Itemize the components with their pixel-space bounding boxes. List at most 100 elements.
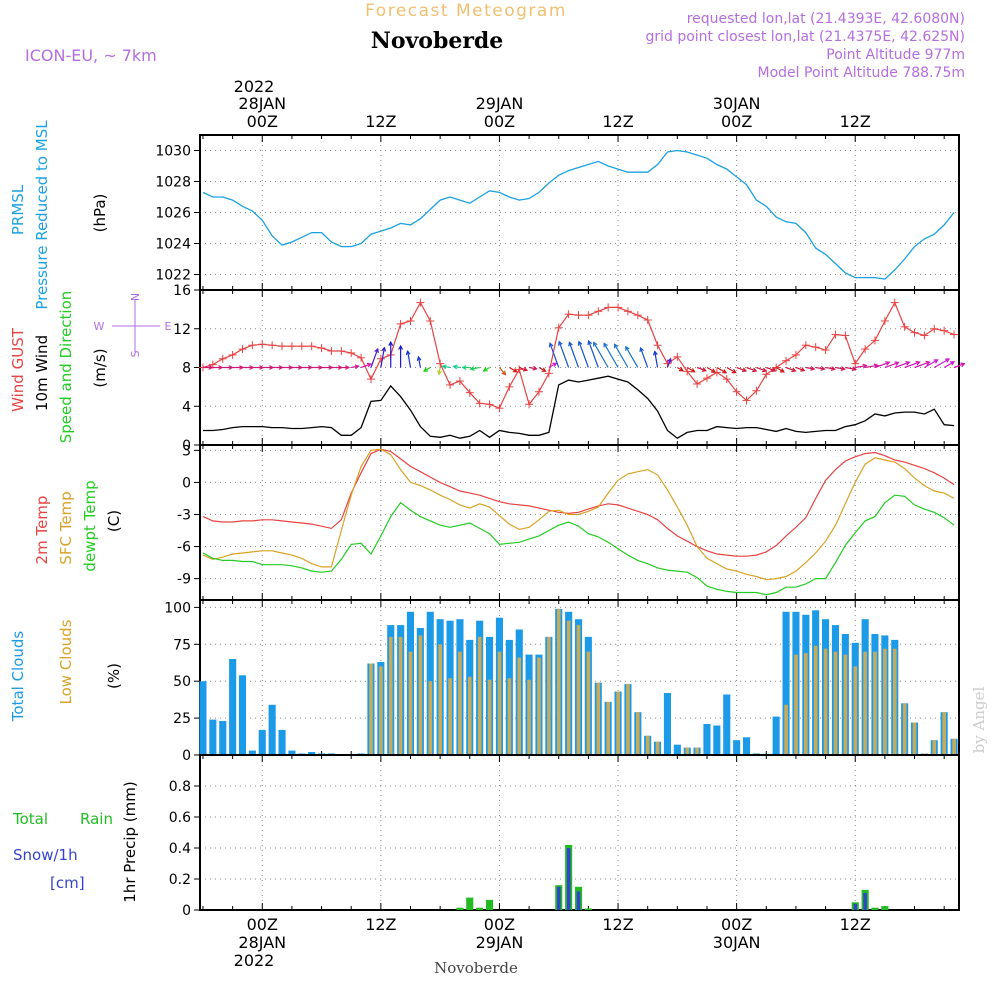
wind-arrow-head — [840, 366, 846, 371]
y-tick-label: 100 — [164, 600, 191, 616]
wind-arrow — [568, 342, 580, 368]
y-tick-label: 0 — [182, 438, 191, 454]
wind-arrow-head — [625, 345, 630, 351]
low-cloud-bar — [902, 703, 907, 755]
wind-arrow-head — [522, 366, 529, 372]
low-cloud-bar — [369, 663, 373, 755]
wind-arrow-head — [791, 367, 797, 373]
rain-bar — [466, 897, 474, 910]
wind-arrow-head — [894, 361, 900, 366]
label-wind-dir: Speed and Direction — [57, 291, 75, 444]
y-tick-label: 0.4 — [169, 841, 191, 857]
top-hour-label: 12Z — [365, 112, 396, 131]
wind-arrow — [855, 364, 867, 369]
y-tick-label: 1024 — [155, 237, 191, 253]
wind-arrow-head — [405, 349, 411, 356]
wind-arrow-head — [762, 367, 768, 373]
label-total-cloud: Total Clouds — [9, 631, 27, 723]
wind-arrow-head — [905, 361, 911, 366]
low-cloud-bar — [626, 684, 630, 755]
prmsl-line — [202, 149, 955, 280]
label-snow: Snow/1h — [13, 846, 78, 864]
low-cloud-bar — [596, 682, 601, 755]
wind-arrow-head — [423, 367, 429, 372]
wind-arrow — [953, 363, 965, 369]
wind-arrow — [874, 361, 890, 369]
wind-arrow-head — [820, 366, 826, 371]
wind-arrow-head — [779, 368, 785, 373]
t2m-line — [202, 448, 955, 557]
low-cloud-bar — [477, 636, 482, 755]
snow-bar — [853, 903, 858, 910]
y-tick-label: 0.6 — [169, 810, 191, 826]
wind-arrow-head — [800, 367, 806, 372]
wind-arrow-head — [603, 342, 608, 348]
total-cloud-bar — [288, 750, 296, 755]
wind-arrow — [603, 343, 619, 368]
total-cloud-bar — [209, 719, 217, 755]
y-tick-label: 16 — [173, 283, 191, 299]
wind-arrow — [548, 362, 557, 369]
sfc-temp-line — [202, 448, 955, 581]
wind-arrow-head — [354, 364, 360, 370]
wind-arrow-head — [512, 368, 518, 373]
low-cloud-bar — [636, 712, 640, 755]
bottom-hour-label: 00Z — [484, 915, 515, 934]
wind-arrow — [509, 366, 518, 373]
wind-arrow — [614, 344, 629, 368]
low-cloud-bar — [695, 747, 699, 755]
wind-speed-line — [203, 375, 955, 439]
low-cloud-bar — [645, 735, 650, 755]
wind-arrow — [417, 356, 421, 368]
y-tick-label: 0.2 — [169, 872, 191, 888]
snow-bar — [863, 893, 867, 910]
wind-arrow-head — [208, 365, 214, 370]
low-cloud-bar — [458, 651, 462, 755]
wind-arrow-head — [345, 365, 351, 370]
panel-precipitation: 0 0.2 0.4 0.6 0.8 — [169, 754, 960, 919]
y-tick-label: 0.8 — [169, 779, 191, 795]
low-cloud-bar — [813, 645, 818, 755]
label-dewpt: dewpt Temp — [81, 480, 99, 571]
wind-arrow — [558, 341, 570, 368]
wind-arrow — [924, 359, 938, 369]
wind-arrow — [904, 361, 920, 369]
label-gust: Wind GUST — [9, 327, 27, 412]
wind-arrow-head — [944, 358, 951, 363]
label-precip-unit: 1hr Precip (mm) — [121, 781, 139, 902]
rain-bar — [881, 906, 889, 910]
compass-s: S — [129, 350, 142, 357]
rain-bar — [871, 907, 879, 910]
wind-arrow-head — [381, 346, 387, 352]
wind-arrow — [538, 366, 546, 372]
supertitle: Forecast Meteogram — [365, 1, 567, 21]
wind-arrow — [825, 366, 835, 370]
wind-arrow-head — [228, 365, 234, 370]
wind-arrow-head — [437, 370, 442, 376]
compass-e: E — [165, 320, 172, 333]
label-total-rain: Total — [12, 810, 48, 828]
label-wind-unit: (m/s) — [91, 348, 109, 387]
wind-arrow-head — [851, 366, 858, 372]
low-cloud-bar — [557, 608, 561, 755]
wind-arrow-head — [593, 341, 598, 347]
wind-arrow-head — [441, 364, 447, 370]
wind-arrow — [884, 361, 899, 369]
top-date-label: 30JAN — [713, 94, 761, 113]
wind-arrow-head — [722, 369, 728, 374]
low-cloud-bar — [566, 620, 571, 755]
total-cloud-bar — [248, 750, 256, 755]
low-cloud-bar — [468, 676, 472, 755]
wind-arrow-head — [374, 347, 379, 353]
wind-arrow-head — [398, 344, 404, 350]
low-cloud-bar — [379, 666, 383, 755]
wind-arrow — [696, 366, 707, 372]
low-cloud-bar — [527, 679, 531, 755]
panel-temperature: -9 -6 -3 0 3 — [177, 443, 960, 601]
total-cloud-bar — [673, 744, 681, 755]
panel-wind: 0 4 8 12 16 — [173, 283, 966, 454]
wind-arrow — [894, 361, 910, 369]
